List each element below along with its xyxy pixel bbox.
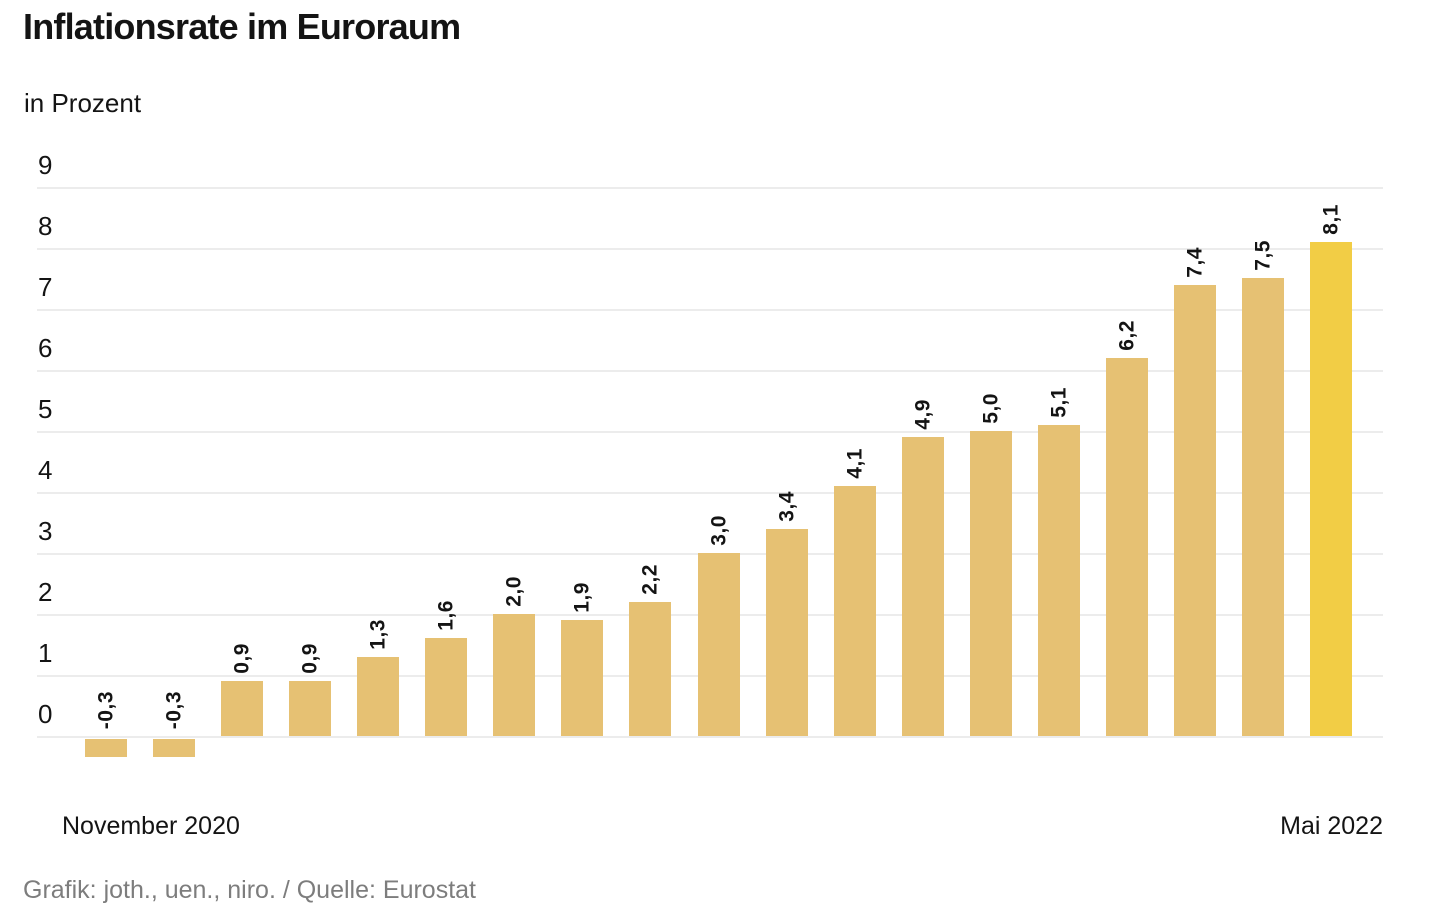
bar (766, 529, 808, 736)
bar (1106, 358, 1148, 736)
source-credit: Grafik: joth., uen., niro. / Quelle: Eur… (23, 876, 476, 904)
chart-unit-subtitle: in Prozent (24, 88, 142, 118)
bar (85, 739, 127, 757)
grid-line (37, 492, 1383, 494)
bar-value-label: 2,0 (502, 576, 526, 607)
bar (698, 553, 740, 736)
bar-value-label: 2,2 (638, 564, 662, 595)
grid-line (37, 431, 1383, 433)
bar-value-label: 5,1 (1047, 387, 1071, 418)
bar-highlighted (1310, 242, 1352, 736)
grid-line (37, 309, 1383, 311)
bar-value-label: 6,2 (1115, 320, 1139, 351)
bar (221, 681, 263, 736)
bar-value-label: 4,9 (911, 399, 935, 430)
bar (561, 620, 603, 736)
grid-line (37, 248, 1383, 250)
bar-value-label: 7,4 (1183, 247, 1207, 278)
chart-title: Inflationsrate im Euroraum (23, 6, 461, 47)
bar (834, 486, 876, 736)
y-tick-label: 6 (38, 333, 53, 363)
bar-value-label: -0,3 (162, 690, 186, 729)
y-tick-label: 5 (38, 394, 53, 424)
bar (153, 739, 195, 757)
y-tick-label: 0 (38, 699, 53, 729)
y-tick-label: 7 (38, 272, 53, 302)
bar (1038, 425, 1080, 736)
bar-value-label: 1,3 (366, 619, 390, 650)
bar-value-label: 7,5 (1251, 240, 1275, 271)
bar-value-label: 8,1 (1319, 204, 1343, 235)
y-tick-label: 9 (38, 150, 53, 180)
bar (357, 657, 399, 736)
grid-line (37, 736, 1383, 738)
y-tick-label: 4 (38, 455, 53, 485)
bar (289, 681, 331, 736)
y-tick-label: 1 (38, 638, 53, 668)
grid-line (37, 370, 1383, 372)
bar (493, 614, 535, 736)
bar-value-label: 1,9 (570, 582, 594, 613)
bar (902, 437, 944, 736)
bar-value-label: 5,0 (979, 393, 1003, 424)
bar-value-label: 0,9 (298, 643, 322, 674)
bar-value-label: 3,0 (707, 515, 731, 546)
bar-value-label: 0,9 (230, 643, 254, 674)
bar (1174, 285, 1216, 736)
y-tick-label: 8 (38, 211, 53, 241)
y-tick-label: 2 (38, 577, 53, 607)
grid-line (37, 187, 1383, 189)
y-tick-label: 3 (38, 516, 53, 546)
x-axis-start-label: November 2020 (62, 812, 240, 840)
bar-value-label: 4,1 (843, 448, 867, 479)
x-axis-end-label: Mai 2022 (1280, 812, 1383, 840)
bar (629, 602, 671, 736)
bar-value-label: 1,6 (434, 600, 458, 631)
bar-value-label: -0,3 (94, 690, 118, 729)
bar-value-label: 3,4 (775, 491, 799, 522)
bar (1242, 278, 1284, 736)
bar (970, 431, 1012, 736)
bar (425, 638, 467, 736)
